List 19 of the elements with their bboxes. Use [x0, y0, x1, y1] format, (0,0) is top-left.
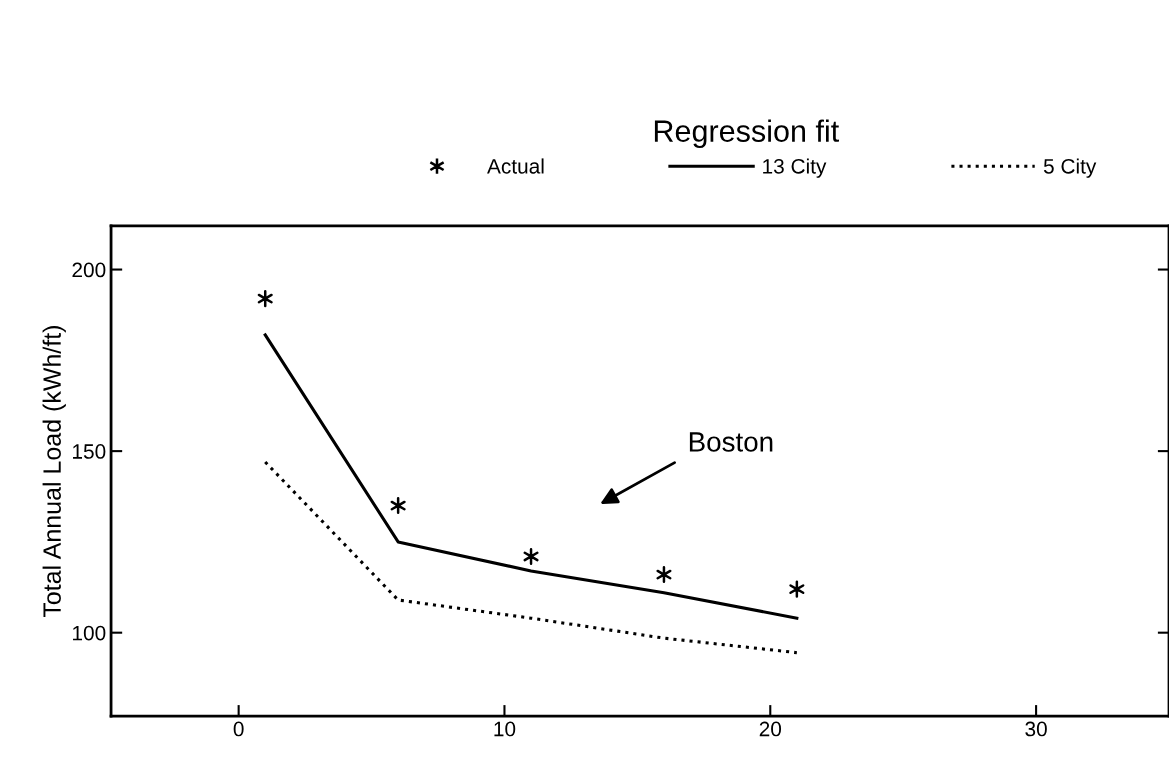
- annotation: Boston: [689, 432, 773, 452]
- point: [390, 497, 406, 515]
- x-tick-label: 10: [494, 721, 516, 737]
- y-tick-label: 200: [72, 262, 106, 278]
- x-tick-label: 20: [759, 721, 782, 737]
- line-series: [263, 333, 799, 620]
- point: [257, 290, 273, 308]
- point: [789, 580, 805, 598]
- legend-label: Actual: [487, 158, 544, 174]
- line-series: [263, 460, 799, 655]
- x-tick-label: 30: [1025, 721, 1047, 737]
- x-tick-label: 0: [233, 721, 244, 737]
- legend-label: 5 City: [1043, 158, 1097, 178]
- y-axis-title: Total Annual Load (kWh/ft): [42, 326, 66, 618]
- legend-label: 13 City: [763, 158, 827, 178]
- y-tick-label: 150: [73, 444, 106, 459]
- legend-title: Regression fit: [654, 119, 840, 148]
- point: [656, 566, 672, 584]
- y-tick-label: 100: [73, 625, 106, 641]
